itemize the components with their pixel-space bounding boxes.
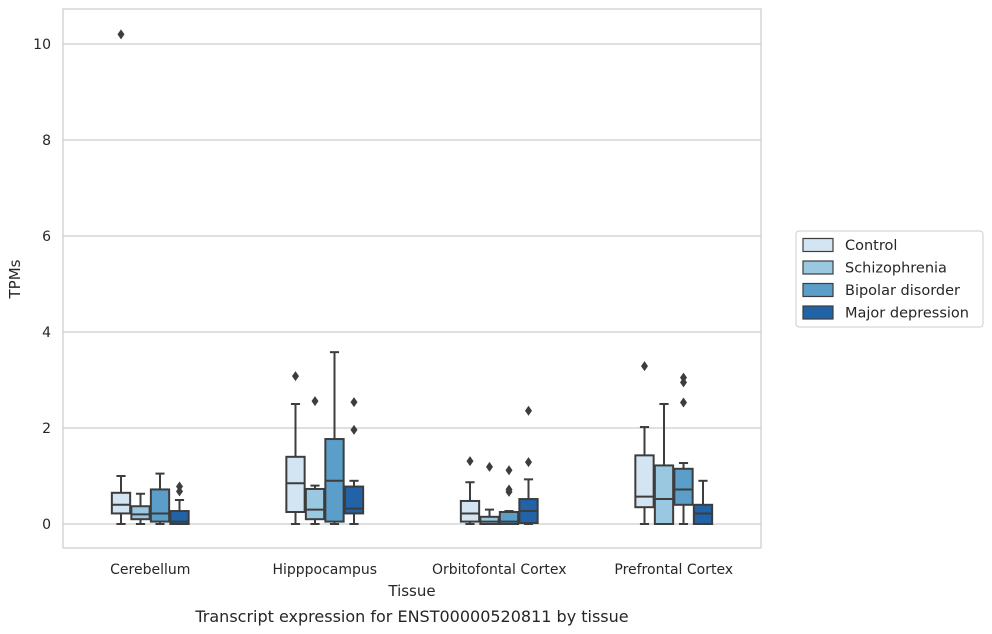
x-tick-label: Cerebellum	[110, 562, 190, 578]
box-iqr	[343, 485, 365, 515]
legend: Control Schizophrenia Bipolar disorder Majo…	[795, 230, 984, 328]
outlier-point	[525, 457, 532, 468]
outlier-point	[486, 461, 493, 472]
y-tick-label: 4	[42, 325, 51, 341]
outlier-point	[292, 371, 299, 382]
legend-label: Bipolar disorder	[845, 283, 960, 299]
box-0-0	[110, 29, 132, 525]
legend-item: Major depression	[802, 305, 969, 322]
outlier-point	[466, 456, 474, 467]
box-3-1	[653, 403, 675, 526]
outlier-point	[680, 397, 687, 408]
box-iqr	[304, 487, 326, 521]
box-iqr	[634, 454, 655, 509]
legend-item: Control	[802, 237, 897, 254]
box-1-3	[343, 397, 365, 525]
outlier-point	[505, 465, 513, 476]
y-tick-label: 10	[33, 37, 51, 53]
box-3-2	[673, 372, 694, 525]
legend-label: Control	[845, 238, 897, 254]
outlier-point	[505, 486, 513, 497]
box-iqr	[653, 464, 675, 526]
x-tick-labels: Cerebellum Hipppocampus Orbitofontal Corte…	[110, 562, 733, 578]
box-1-0	[285, 371, 306, 525]
legend-item: Bipolar disorder	[802, 282, 960, 299]
legend-swatch	[802, 282, 834, 298]
box-1-2	[324, 351, 345, 525]
box-0-3	[169, 481, 190, 526]
y-tick-label: 0	[42, 517, 51, 533]
boxes	[110, 29, 714, 526]
x-tick-label: Hipppocampus	[272, 562, 377, 578]
legend-label: Major depression	[845, 306, 969, 322]
legend-item: Schizophrenia	[802, 260, 947, 277]
outlier-point	[680, 377, 687, 388]
box-iqr	[285, 455, 306, 513]
outlier-point	[117, 29, 125, 40]
chart-caption: Transcript expression for ENST0000052081…	[194, 607, 628, 626]
outlier-point	[350, 424, 358, 435]
gridlines	[63, 43, 761, 525]
box-2-0	[459, 456, 481, 525]
box-iqr	[673, 467, 694, 506]
y-tick-label: 2	[42, 421, 51, 437]
y-tick-label: 8	[42, 133, 51, 149]
box-2-1	[479, 461, 500, 525]
box-3-0	[634, 361, 655, 525]
box-iqr	[110, 491, 132, 515]
legend-swatch	[802, 305, 834, 320]
outlier-point	[311, 396, 319, 407]
y-tick-label: 6	[42, 229, 51, 245]
box-iqr	[130, 505, 151, 521]
outlier-point	[350, 397, 358, 408]
legend-swatch	[802, 260, 834, 275]
outlier-point	[176, 486, 183, 497]
x-axis-label: Tissue	[387, 582, 435, 600]
box-iqr	[459, 499, 481, 523]
x-tick-label: Orbitofontal Cortex	[432, 562, 567, 578]
x-tick-label: Prefrontal Cortex	[614, 562, 733, 578]
box-0-1	[130, 492, 151, 525]
outlier-point	[525, 405, 532, 416]
y-tick-labels: 0 2 4 6 8 10	[33, 37, 51, 533]
y-axis-label: TPMs	[6, 259, 24, 299]
legend-label: Schizophrenia	[845, 261, 947, 277]
legend-frame	[795, 230, 984, 328]
box-0-2	[149, 472, 171, 525]
box-iqr	[479, 515, 500, 525]
box-3-3	[692, 479, 714, 525]
outlier-point	[641, 361, 648, 372]
box-iqr	[149, 488, 171, 523]
box-1-1	[304, 396, 326, 525]
legend-swatch	[802, 237, 834, 253]
box-2-2	[498, 465, 520, 525]
box-2-3	[518, 405, 539, 525]
plot-frame	[62, 8, 762, 549]
